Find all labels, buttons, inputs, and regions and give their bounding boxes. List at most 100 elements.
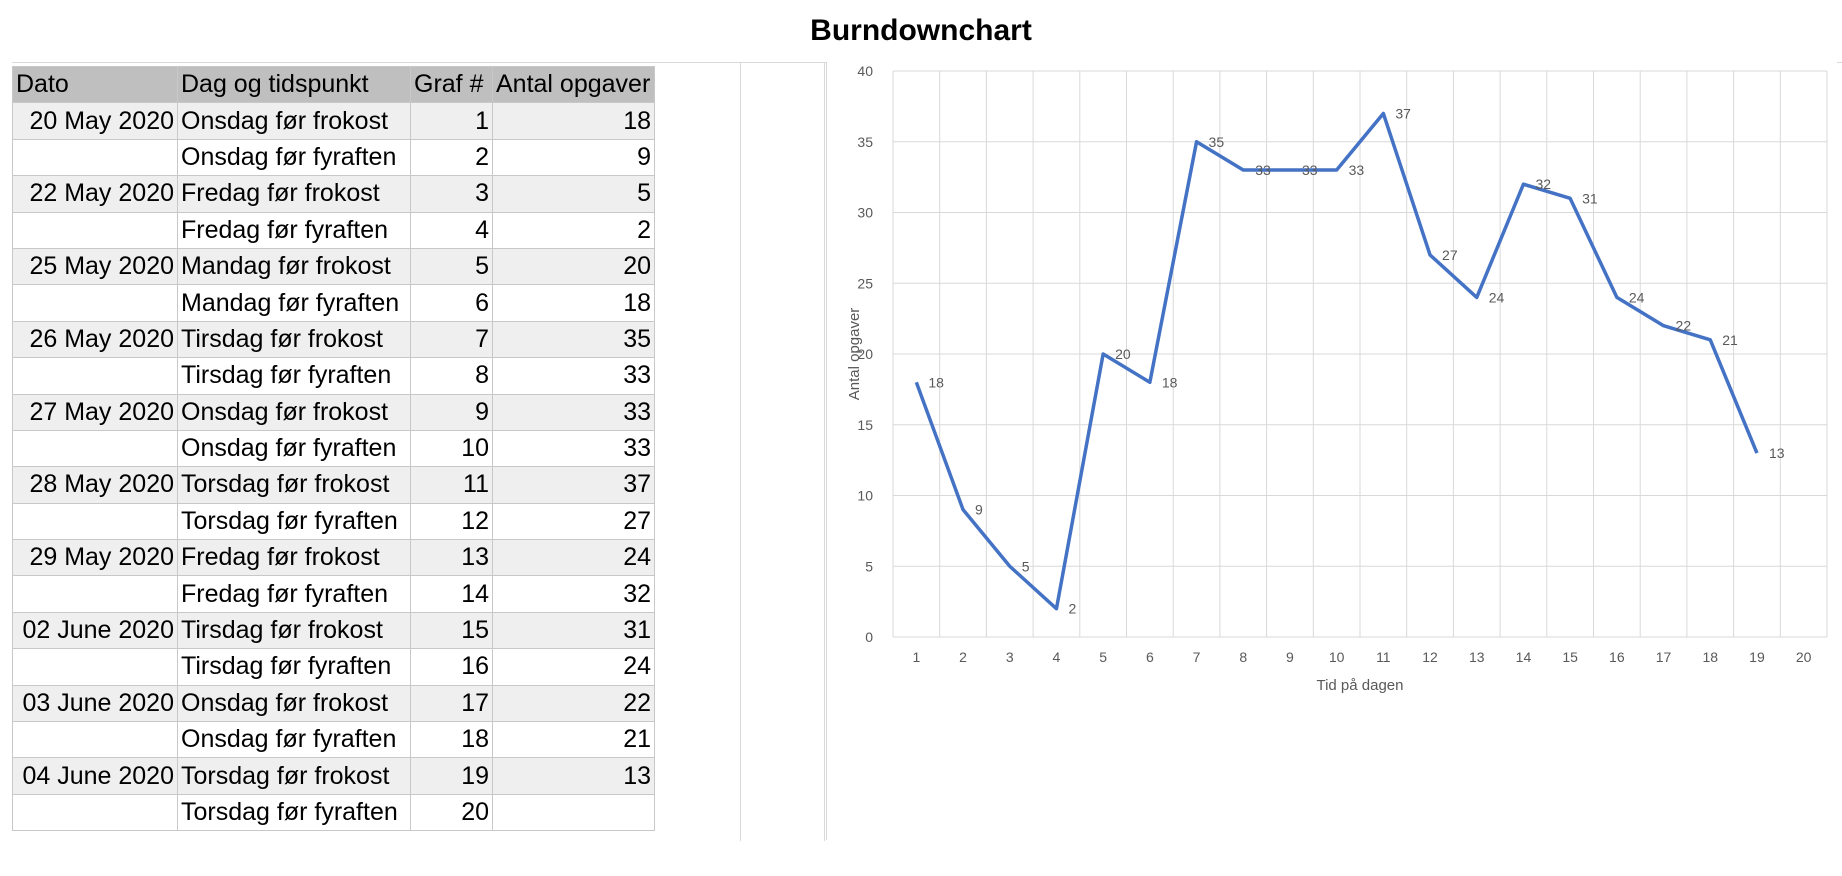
graph-number-cell[interactable]: 11 xyxy=(410,466,493,504)
grid-column-line xyxy=(824,63,825,841)
table-row: 25 May 2020 Mandag før frokost 5 20 xyxy=(12,247,655,286)
graph-number-cell[interactable]: 14 xyxy=(410,575,493,613)
data-label: 31 xyxy=(1582,190,1598,206)
x-tick-label: 11 xyxy=(1376,649,1391,665)
header-cell[interactable]: Dato xyxy=(12,65,178,104)
date-cell[interactable] xyxy=(12,429,178,468)
task-count-cell[interactable]: 20 xyxy=(492,247,655,286)
graph-number-cell[interactable]: 17 xyxy=(410,684,493,723)
graph-number-cell[interactable]: 3 xyxy=(410,175,493,213)
task-count-cell[interactable]: 9 xyxy=(492,138,655,177)
task-count-cell[interactable]: 24 xyxy=(492,539,655,577)
graph-number-cell[interactable]: 2 xyxy=(410,138,493,177)
graph-number-cell[interactable]: 9 xyxy=(410,393,493,431)
date-cell[interactable] xyxy=(12,138,178,177)
slot-cell[interactable]: Onsdag før fyraften xyxy=(177,721,411,759)
header-cell[interactable]: Dag og tidspunkt xyxy=(177,65,411,104)
grid-column-line xyxy=(740,63,741,841)
task-count-cell[interactable]: 33 xyxy=(492,393,655,431)
graph-number-cell[interactable]: 4 xyxy=(410,211,493,249)
slot-cell[interactable]: Torsdag før frokost xyxy=(177,466,411,504)
task-count-cell[interactable]: 18 xyxy=(492,284,655,322)
header-cell[interactable]: Graf # xyxy=(410,65,493,104)
slot-cell[interactable]: Onsdag før fyraften xyxy=(177,138,411,177)
slot-cell[interactable]: Fredag før fyraften xyxy=(177,211,411,249)
task-count-cell[interactable]: 37 xyxy=(492,466,655,504)
graph-number-cell[interactable]: 5 xyxy=(410,247,493,286)
task-count-cell[interactable]: 35 xyxy=(492,320,655,359)
date-cell[interactable] xyxy=(12,284,178,322)
slot-cell[interactable]: Tirsdag før frokost xyxy=(177,611,411,650)
date-cell[interactable]: 04 June 2020 xyxy=(12,757,178,795)
date-cell[interactable] xyxy=(12,721,178,759)
date-cell[interactable] xyxy=(12,211,178,249)
graph-number-cell[interactable]: 19 xyxy=(410,757,493,795)
slot-cell[interactable]: Onsdag før frokost xyxy=(177,684,411,723)
date-cell[interactable] xyxy=(12,357,178,395)
header-cell[interactable]: Antal opgaver xyxy=(492,65,655,104)
table-body: 20 May 2020 Onsdag før frokost 1 18 Onsdag f… xyxy=(12,102,655,832)
date-cell[interactable] xyxy=(12,793,178,832)
graph-number-cell[interactable]: 10 xyxy=(410,429,493,468)
graph-number-cell[interactable]: 13 xyxy=(410,539,493,577)
data-label: 33 xyxy=(1255,162,1271,178)
date-cell[interactable] xyxy=(12,648,178,686)
slot-cell[interactable]: Onsdag før fyraften xyxy=(177,429,411,468)
table-row: 26 May 2020 Tirsdag før frokost 7 35 xyxy=(12,320,655,359)
slot-cell[interactable]: Onsdag før frokost xyxy=(177,393,411,431)
task-count-cell[interactable]: 33 xyxy=(492,429,655,468)
slot-cell[interactable]: Torsdag før frokost xyxy=(177,757,411,795)
date-cell[interactable]: 29 May 2020 xyxy=(12,539,178,577)
slot-cell[interactable]: Fredag før frokost xyxy=(177,539,411,577)
task-count-cell[interactable]: 13 xyxy=(492,757,655,795)
date-cell[interactable]: 25 May 2020 xyxy=(12,247,178,286)
graph-number-cell[interactable]: 18 xyxy=(410,721,493,759)
series-line-layer xyxy=(914,111,1759,611)
graph-number-cell[interactable]: 8 xyxy=(410,357,493,395)
date-cell[interactable]: 02 June 2020 xyxy=(12,611,178,650)
slot-cell[interactable]: Onsdag før frokost xyxy=(177,102,411,140)
task-count-cell[interactable]: 31 xyxy=(492,611,655,650)
slot-cell[interactable]: Mandag før fyraften xyxy=(177,284,411,322)
task-count-cell[interactable]: 27 xyxy=(492,502,655,541)
table-row: Mandag før fyraften 6 18 xyxy=(12,284,655,322)
date-cell[interactable]: 03 June 2020 xyxy=(12,684,178,723)
task-count-cell[interactable]: 24 xyxy=(492,648,655,686)
date-cell[interactable] xyxy=(12,502,178,541)
slot-cell[interactable]: Torsdag før fyraften xyxy=(177,793,411,832)
slot-cell[interactable]: Tirsdag før frokost xyxy=(177,320,411,359)
x-axis-label: Tid på dagen xyxy=(1316,677,1403,694)
graph-number-cell[interactable]: 16 xyxy=(410,648,493,686)
table-row: Onsdag før fyraften 18 21 xyxy=(12,721,655,759)
task-count-cell[interactable]: 22 xyxy=(492,684,655,723)
graph-number-cell[interactable]: 20 xyxy=(410,793,493,832)
date-cell[interactable]: 20 May 2020 xyxy=(12,102,178,140)
date-cell[interactable] xyxy=(12,575,178,613)
x-tick-label: 2 xyxy=(959,649,967,665)
task-count-cell[interactable]: 32 xyxy=(492,575,655,613)
task-count-cell[interactable] xyxy=(492,793,655,832)
task-count-cell[interactable]: 21 xyxy=(492,721,655,759)
task-count-cell[interactable]: 2 xyxy=(492,211,655,249)
date-cell[interactable]: 27 May 2020 xyxy=(12,393,178,431)
slot-cell[interactable]: Tirsdag før fyraften xyxy=(177,357,411,395)
graph-number-cell[interactable]: 6 xyxy=(410,284,493,322)
data-label-layer: 18 9 5 2 20 18 35 33 33 33 37 27 24 32 31 24 22 21 13 xyxy=(928,105,1784,616)
task-count-cell[interactable]: 18 xyxy=(492,102,655,140)
graph-number-cell[interactable]: 12 xyxy=(410,502,493,541)
page-title: Burndownchart xyxy=(810,14,1032,47)
slot-cell[interactable]: Fredag før frokost xyxy=(177,175,411,213)
task-count-cell[interactable]: 33 xyxy=(492,357,655,395)
slot-cell[interactable]: Fredag før fyraften xyxy=(177,575,411,613)
x-tick-label: 4 xyxy=(1053,649,1061,665)
task-count-cell[interactable]: 5 xyxy=(492,175,655,213)
slot-cell[interactable]: Mandag før frokost xyxy=(177,247,411,286)
date-cell[interactable]: 22 May 2020 xyxy=(12,175,178,213)
graph-number-cell[interactable]: 1 xyxy=(410,102,493,140)
graph-number-cell[interactable]: 15 xyxy=(410,611,493,650)
date-cell[interactable]: 28 May 2020 xyxy=(12,466,178,504)
graph-number-cell[interactable]: 7 xyxy=(410,320,493,359)
slot-cell[interactable]: Tirsdag før fyraften xyxy=(177,648,411,686)
date-cell[interactable]: 26 May 2020 xyxy=(12,320,178,359)
slot-cell[interactable]: Torsdag før fyraften xyxy=(177,502,411,541)
